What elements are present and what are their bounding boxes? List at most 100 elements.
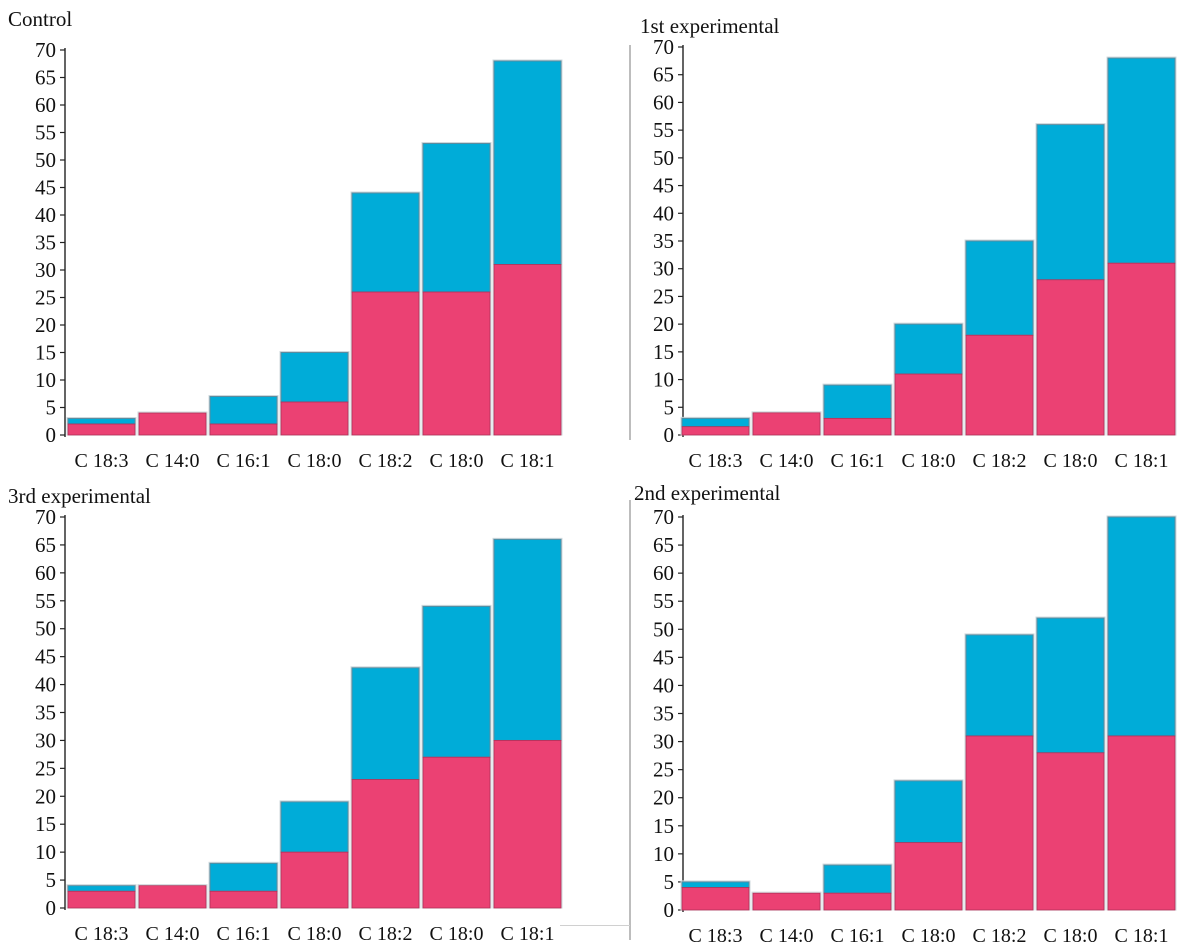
x-tick-label: C 16:1 bbox=[831, 925, 885, 942]
y-tick-label: 50 bbox=[653, 617, 674, 641]
x-tick-label: C 18:0 bbox=[1044, 925, 1098, 942]
bar-top-segment bbox=[965, 240, 1034, 336]
bar-top-segment bbox=[1107, 516, 1176, 737]
panel-divider-horizontal bbox=[560, 925, 630, 926]
bar-bottom-segment bbox=[752, 892, 821, 911]
y-tick-label: 30 bbox=[35, 728, 56, 752]
y-tick-label: 10 bbox=[653, 368, 674, 392]
x-tick-label: C 18:3 bbox=[75, 923, 129, 942]
x-tick-label: C 18:0 bbox=[1044, 450, 1098, 472]
y-tick-label: 20 bbox=[35, 784, 56, 808]
x-tick-label: C 14:0 bbox=[760, 925, 814, 942]
y-tick-label: 20 bbox=[653, 786, 674, 810]
x-tick-label: C 18:2 bbox=[359, 923, 413, 942]
x-tick-label: C 18:1 bbox=[1115, 450, 1169, 472]
x-tick-label: C 18:1 bbox=[501, 450, 555, 472]
y-tick-label: 60 bbox=[35, 93, 56, 117]
bar-top-segment bbox=[493, 538, 562, 741]
y-tick-label: 70 bbox=[653, 505, 674, 529]
y-tick-label: 45 bbox=[35, 645, 56, 669]
bar-top-segment bbox=[67, 418, 136, 425]
y-tick-label: 65 bbox=[653, 63, 674, 87]
x-tick-label: C 14:0 bbox=[760, 450, 814, 472]
y-tick-label: 40 bbox=[653, 201, 674, 225]
y-tick-label: 50 bbox=[653, 146, 674, 170]
y-tick-label: 50 bbox=[35, 617, 56, 641]
y-tick-label: 70 bbox=[35, 38, 56, 62]
bar-bottom-segment bbox=[67, 423, 136, 436]
chart-2nd-experimental: 2nd experimental 0 5 10 15 20 25 30 35 40 45 50 55 6… bbox=[634, 481, 1177, 942]
y-tick-label: 30 bbox=[653, 257, 674, 281]
bar-bottom-segment bbox=[1036, 279, 1105, 436]
bar-bottom-segment bbox=[280, 851, 349, 909]
y-tick-label: 60 bbox=[35, 561, 56, 585]
y-tick-label: 0 bbox=[46, 896, 57, 920]
y-tick-label: 45 bbox=[653, 645, 674, 669]
y-tick-label: 0 bbox=[664, 423, 675, 447]
bar-top-segment bbox=[1036, 617, 1105, 754]
chart-3rd-experimental: 3rd experimental 0 5 10 15 20 25 30 35 40 45 50 55 6… bbox=[8, 484, 563, 942]
bar-bottom-segment bbox=[138, 885, 207, 909]
panel-divider-top bbox=[629, 45, 631, 440]
y-tick-label: 25 bbox=[653, 758, 674, 782]
chart-title: 2nd experimental bbox=[634, 481, 781, 505]
x-tick-label: C 18:0 bbox=[902, 450, 956, 472]
bar-top-segment bbox=[280, 801, 349, 853]
bar-top-segment bbox=[894, 780, 963, 844]
bar-bottom-segment bbox=[422, 756, 491, 909]
x-tick-label: C 14:0 bbox=[146, 923, 200, 942]
y-tick-label: 65 bbox=[35, 66, 56, 90]
bar-bottom-segment bbox=[138, 412, 207, 436]
bar-bottom-segment bbox=[823, 892, 892, 911]
x-tick-label: C 16:1 bbox=[831, 450, 885, 472]
bar-bottom-segment bbox=[351, 291, 420, 436]
bar-bottom-segment bbox=[894, 373, 963, 436]
y-tick-label: 70 bbox=[35, 505, 56, 529]
y-tick-label: 45 bbox=[653, 174, 674, 198]
y-tick-label: 55 bbox=[35, 121, 56, 145]
bar-top-segment bbox=[1107, 57, 1176, 264]
x-tick-label: C 18:1 bbox=[501, 923, 555, 942]
x-tick-label: C 18:2 bbox=[359, 450, 413, 472]
y-tick-label: 25 bbox=[35, 286, 56, 310]
bar-bottom-segment bbox=[351, 779, 420, 909]
chart-1st-experimental: 1st experimental 0 5 10 15 20 25 30 35 40 45 50 55 6… bbox=[640, 14, 1177, 472]
x-tick-label: C 18:3 bbox=[689, 925, 743, 942]
y-tick-label: 35 bbox=[35, 701, 56, 725]
bar-top-segment bbox=[681, 417, 750, 428]
chart-control: Control 0 5 10 15 20 25 30 35 40 45 50 55 60 65 70 C 18… bbox=[8, 7, 563, 472]
x-tick-label: C 18:2 bbox=[973, 450, 1027, 472]
x-tick-label: C 18:3 bbox=[75, 450, 129, 472]
x-tick-label: C 14:0 bbox=[146, 450, 200, 472]
y-tick-label: 15 bbox=[35, 341, 56, 365]
x-tick-label: C 18:1 bbox=[1115, 925, 1169, 942]
bar-bottom-segment bbox=[1036, 752, 1105, 911]
y-tick-label: 10 bbox=[35, 368, 56, 392]
y-tick-label: 20 bbox=[653, 312, 674, 336]
bar-top-segment bbox=[493, 60, 562, 265]
y-tick-label: 30 bbox=[35, 258, 56, 282]
y-tick-label: 40 bbox=[35, 673, 56, 697]
bar-top-segment bbox=[67, 885, 136, 892]
bar-bottom-segment bbox=[67, 890, 136, 909]
bar-bottom-segment bbox=[1107, 262, 1176, 436]
y-tick-label: 25 bbox=[35, 756, 56, 780]
x-tick-label: C 18:0 bbox=[430, 450, 484, 472]
bar-top-segment bbox=[209, 396, 278, 425]
bar-bottom-segment bbox=[493, 264, 562, 436]
y-tick-label: 65 bbox=[653, 533, 674, 557]
y-tick-label: 0 bbox=[46, 423, 57, 447]
y-tick-label: 35 bbox=[653, 229, 674, 253]
bar-top-segment bbox=[351, 667, 420, 781]
y-tick-label: 60 bbox=[653, 90, 674, 114]
bar-top-segment bbox=[422, 143, 491, 293]
bar-top-segment bbox=[965, 634, 1034, 737]
x-tick-label: C 16:1 bbox=[217, 450, 271, 472]
bar-bottom-segment bbox=[493, 740, 562, 909]
x-tick-label: C 18:0 bbox=[430, 923, 484, 942]
x-tick-label: C 18:2 bbox=[973, 925, 1027, 942]
bar-top-segment bbox=[894, 323, 963, 375]
y-tick-label: 65 bbox=[35, 533, 56, 557]
bar-top-segment bbox=[681, 881, 750, 889]
bar-bottom-segment bbox=[965, 334, 1034, 436]
